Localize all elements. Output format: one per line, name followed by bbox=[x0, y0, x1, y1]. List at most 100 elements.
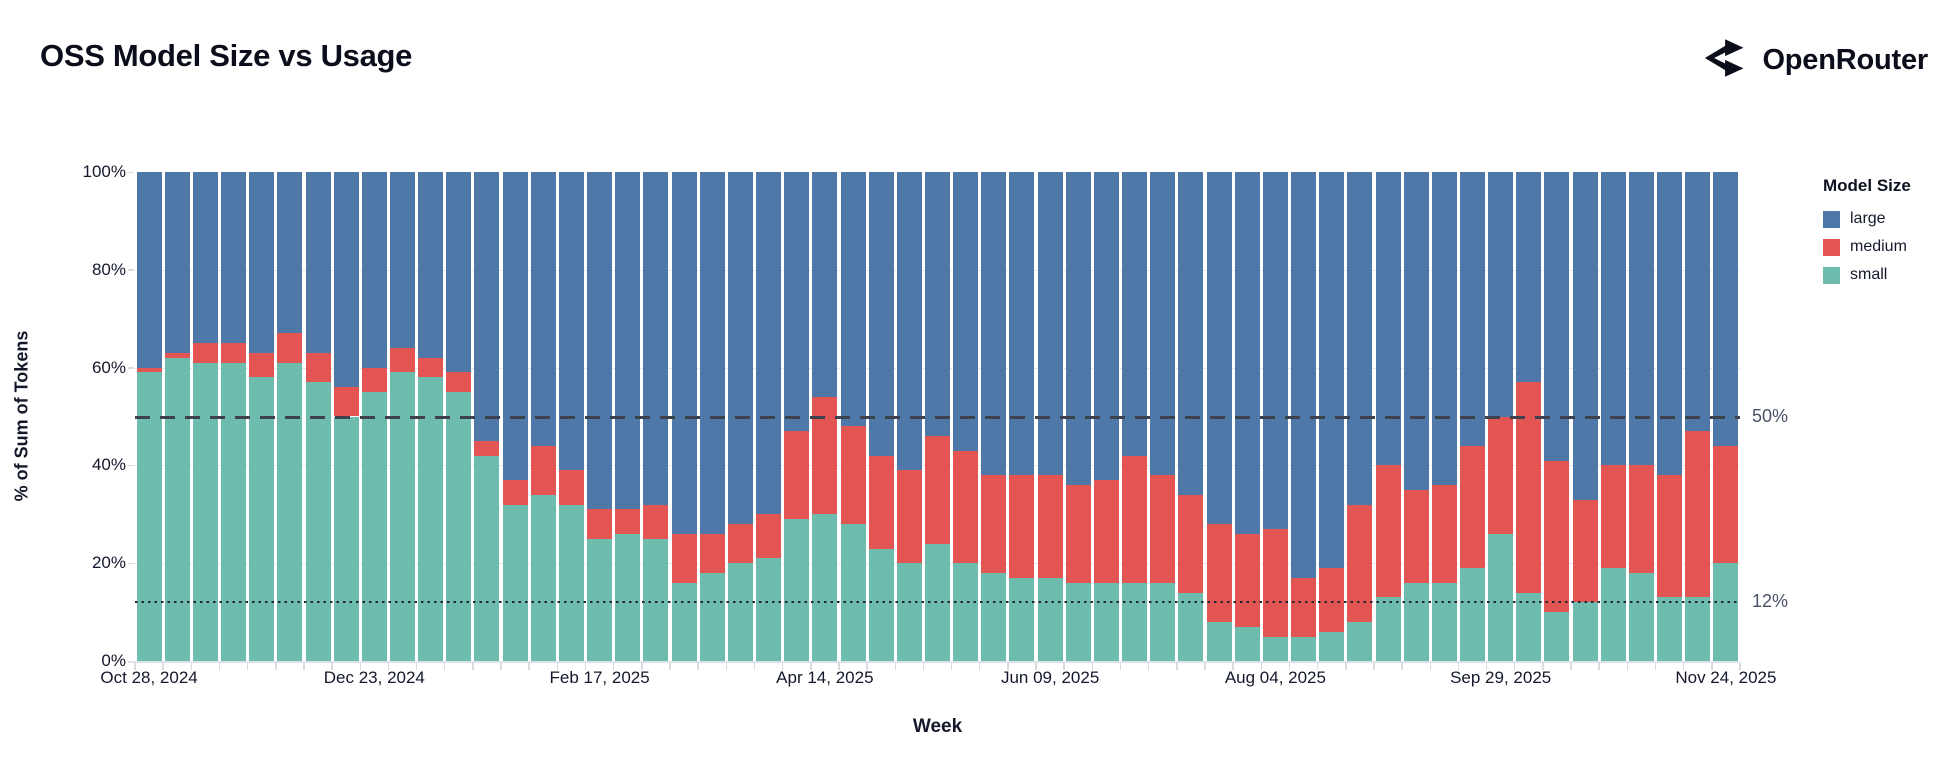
legend-item-medium: medium bbox=[1823, 238, 1911, 256]
bar-small-dec-23-2024 bbox=[361, 392, 387, 661]
x-minor-tick bbox=[1232, 662, 1234, 670]
y-tick-label-100: 100% bbox=[82, 162, 126, 181]
y-axis-title: % of Sum of Tokens bbox=[11, 330, 32, 502]
x-tick-label-feb-17-2025: Feb 17, 2025 bbox=[549, 668, 650, 687]
bar-large-jul-07-2025 bbox=[1150, 172, 1176, 476]
bar-medium-oct-06-2025 bbox=[1516, 382, 1542, 593]
bar-large-jun-23-2025 bbox=[1093, 172, 1119, 481]
bar-large-apr-07-2025 bbox=[784, 172, 810, 432]
bar-medium-nov-17-2025 bbox=[1685, 431, 1711, 598]
bar-small-feb-10-2025 bbox=[558, 504, 584, 661]
bar-large-jul-28-2025 bbox=[1234, 172, 1260, 534]
bar-small-jan-06-2025 bbox=[418, 377, 444, 661]
bar-small-apr-28-2025 bbox=[868, 548, 894, 661]
bar-large-nov-03-2025 bbox=[1628, 172, 1654, 466]
bar-large-may-19-2025 bbox=[953, 172, 979, 451]
bar-medium-dec-30-2024 bbox=[390, 348, 415, 373]
x-minor-tick bbox=[275, 662, 277, 670]
x-minor-tick bbox=[894, 662, 896, 670]
x-minor-tick bbox=[1176, 662, 1178, 670]
bar-medium-jun-23-2025 bbox=[1093, 480, 1119, 583]
bar-small-may-26-2025 bbox=[981, 572, 1007, 661]
bar-medium-nov-10-2025 bbox=[1657, 475, 1683, 598]
bar-small-may-19-2025 bbox=[953, 563, 979, 661]
bar-medium-jun-02-2025 bbox=[1009, 475, 1035, 578]
legend-item-large: large bbox=[1823, 210, 1911, 228]
bar-medium-may-12-2025 bbox=[925, 436, 950, 544]
bar-medium-apr-28-2025 bbox=[868, 455, 894, 549]
x-minor-tick bbox=[1345, 662, 1347, 670]
x-minor-tick bbox=[246, 662, 249, 670]
bar-small-sep-08-2025 bbox=[1403, 582, 1429, 661]
bar-medium-sep-22-2025 bbox=[1460, 445, 1485, 569]
x-minor-tick bbox=[331, 662, 333, 670]
bar-small-dec-16-2024 bbox=[333, 416, 359, 661]
bar-large-jan-06-2025 bbox=[418, 172, 444, 358]
bar-large-dec-16-2024 bbox=[333, 172, 359, 388]
bar-small-nov-11-2024 bbox=[192, 362, 218, 661]
bar-small-mar-10-2025 bbox=[671, 582, 697, 661]
bar-large-nov-11-2024 bbox=[192, 172, 218, 344]
x-minor-tick bbox=[556, 662, 559, 670]
bar-large-jun-09-2025 bbox=[1037, 172, 1063, 476]
bar-small-nov-10-2025 bbox=[1657, 597, 1683, 661]
x-minor-tick bbox=[1682, 662, 1685, 670]
bar-large-nov-04-2024 bbox=[164, 172, 190, 353]
y-tick-label-80: 80% bbox=[91, 259, 126, 279]
y-tick-label-60: 60% bbox=[91, 357, 126, 377]
bar-small-mar-24-2025 bbox=[727, 563, 753, 661]
brand: OpenRouter bbox=[1703, 36, 1928, 85]
x-minor-tick bbox=[838, 662, 840, 670]
bar-medium-mar-03-2025 bbox=[643, 504, 669, 539]
bar-large-feb-24-2025 bbox=[615, 172, 641, 510]
x-minor-tick bbox=[134, 662, 136, 670]
bar-medium-apr-21-2025 bbox=[840, 426, 866, 525]
y-tick-mark-20 bbox=[128, 562, 134, 565]
bar-medium-nov-11-2024 bbox=[192, 343, 218, 363]
x-minor-tick bbox=[443, 662, 446, 670]
bar-medium-nov-24-2025 bbox=[1713, 445, 1739, 564]
bar-small-feb-03-2025 bbox=[530, 494, 556, 661]
x-tick-label-oct-28-2024: Oct 28, 2024 bbox=[100, 668, 198, 687]
bar-small-aug-25-2025 bbox=[1347, 621, 1373, 661]
y-tick-mark-100 bbox=[128, 171, 134, 173]
bar-medium-oct-20-2025 bbox=[1572, 499, 1598, 603]
bar-small-jul-28-2025 bbox=[1234, 626, 1260, 661]
x-minor-tick bbox=[1373, 662, 1375, 670]
bar-medium-jan-20-2025 bbox=[474, 440, 500, 456]
x-minor-tick bbox=[1485, 662, 1488, 670]
bar-large-apr-14-2025 bbox=[812, 172, 838, 397]
x-minor-tick bbox=[584, 662, 587, 670]
x-minor-tick bbox=[1739, 662, 1741, 670]
bar-large-nov-25-2024 bbox=[249, 172, 275, 353]
bar-small-oct-06-2025 bbox=[1516, 592, 1542, 661]
x-minor-tick bbox=[810, 662, 812, 670]
y-tick-label-0: 0% bbox=[101, 651, 126, 670]
legend-label-large: large bbox=[1850, 210, 1886, 227]
bar-large-nov-17-2025 bbox=[1685, 172, 1711, 432]
bar-large-dec-23-2024 bbox=[361, 172, 387, 368]
x-minor-tick bbox=[669, 662, 671, 670]
bar-medium-apr-07-2025 bbox=[784, 431, 810, 520]
y-tick-mark-40 bbox=[128, 464, 134, 467]
bar-medium-dec-02-2024 bbox=[277, 333, 303, 363]
bar-large-apr-28-2025 bbox=[868, 172, 894, 456]
x-tick-label-dec-23-2024: Dec 23, 2024 bbox=[323, 668, 425, 687]
bar-small-oct-27-2025 bbox=[1600, 568, 1626, 661]
bar-small-nov-25-2024 bbox=[249, 377, 275, 661]
bar-small-apr-21-2025 bbox=[840, 524, 866, 661]
bar-medium-may-19-2025 bbox=[953, 450, 979, 564]
x-minor-tick bbox=[218, 662, 221, 670]
bar-medium-jun-16-2025 bbox=[1065, 484, 1091, 583]
x-axis-title: Week bbox=[912, 716, 963, 737]
legend-swatch-medium bbox=[1823, 238, 1840, 256]
bar-large-jan-13-2025 bbox=[446, 172, 472, 373]
x-tick-label-aug-04-2025: Aug 04, 2025 bbox=[1224, 668, 1326, 687]
bar-medium-oct-13-2025 bbox=[1544, 460, 1570, 613]
legend: Model Size large medium small bbox=[1823, 176, 1911, 294]
bar-medium-aug-18-2025 bbox=[1319, 568, 1345, 632]
x-minor-tick bbox=[866, 662, 868, 670]
x-minor-tick bbox=[1542, 662, 1544, 670]
bar-small-oct-20-2025 bbox=[1572, 602, 1598, 661]
bar-large-aug-11-2025 bbox=[1291, 172, 1317, 578]
